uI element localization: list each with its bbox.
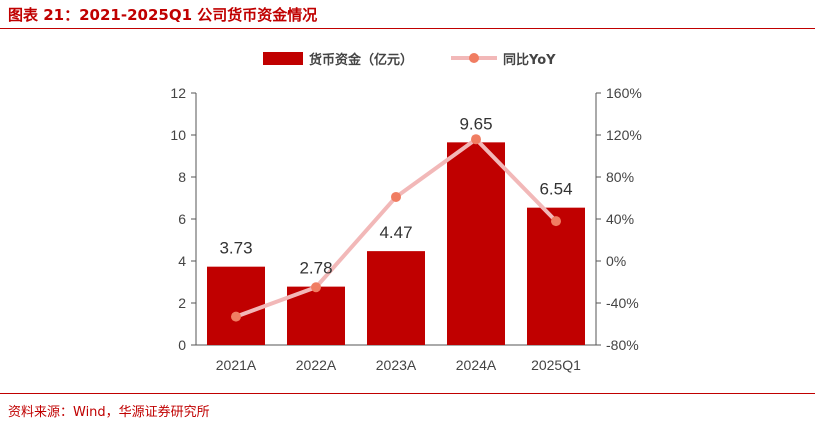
right-tick-label: 0% (606, 253, 626, 269)
yoy-point (471, 134, 481, 145)
bar-data-label: 9.65 (459, 114, 492, 133)
bar (207, 266, 265, 345)
right-tick-label: -80% (606, 337, 639, 353)
left-tick-label: 8 (178, 169, 186, 185)
left-tick-label: 6 (178, 211, 186, 227)
source-rule (0, 393, 815, 394)
yoy-point (551, 216, 561, 227)
source-note: 资料来源：Wind，华源证券研究所 (8, 405, 210, 420)
x-tick-label: 2021A (216, 357, 257, 373)
bar-data-label: 6.54 (539, 180, 572, 199)
data-labels: 3.73 2.78 4.47 9.65 6.54 (219, 114, 572, 277)
x-tick-label: 2023A (376, 357, 417, 373)
yoy-point (311, 282, 321, 293)
right-tick-label: 80% (606, 169, 634, 185)
x-tick-label: 2022A (296, 357, 337, 373)
right-tick-label: 120% (606, 127, 642, 143)
legend-line-marker (469, 53, 479, 63)
bar (527, 207, 585, 345)
legend-line-label: 同比YoY (503, 52, 556, 68)
right-tick-label: -40% (606, 295, 639, 311)
bar (367, 251, 425, 345)
x-tick-label: 2025Q1 (531, 357, 581, 373)
figure-title: 图表 21：2021-2025Q1 公司货币资金情况 (8, 6, 318, 24)
right-tick-label: 160% (606, 85, 642, 101)
yoy-point (391, 191, 401, 202)
bar-data-label: 2.78 (299, 259, 332, 278)
bar-data-label: 4.47 (379, 223, 412, 242)
legend-bar-label: 货币资金（亿元） (309, 52, 413, 68)
x-tick-label: 2024A (456, 357, 497, 373)
title-rule (0, 28, 815, 29)
yoy-series (231, 134, 561, 322)
bar-data-label: 3.73 (219, 239, 252, 258)
right-tick-label: 40% (606, 211, 634, 227)
left-tick-label: 2 (178, 295, 186, 311)
bar-series (207, 142, 585, 345)
legend: 货币资金（亿元） 同比YoY (263, 52, 556, 68)
yoy-point (231, 311, 241, 322)
bar (447, 142, 505, 345)
left-tick-label: 10 (170, 127, 186, 143)
left-tick-label: 4 (178, 253, 186, 269)
legend-bar-swatch (263, 52, 303, 65)
chart: 货币资金（亿元） 同比YoY 0 2 4 6 8 10 12 -80% -40% 0% 40% 80%… (170, 52, 642, 373)
left-tick-label: 0 (178, 337, 186, 353)
left-tick-label: 12 (170, 85, 186, 101)
